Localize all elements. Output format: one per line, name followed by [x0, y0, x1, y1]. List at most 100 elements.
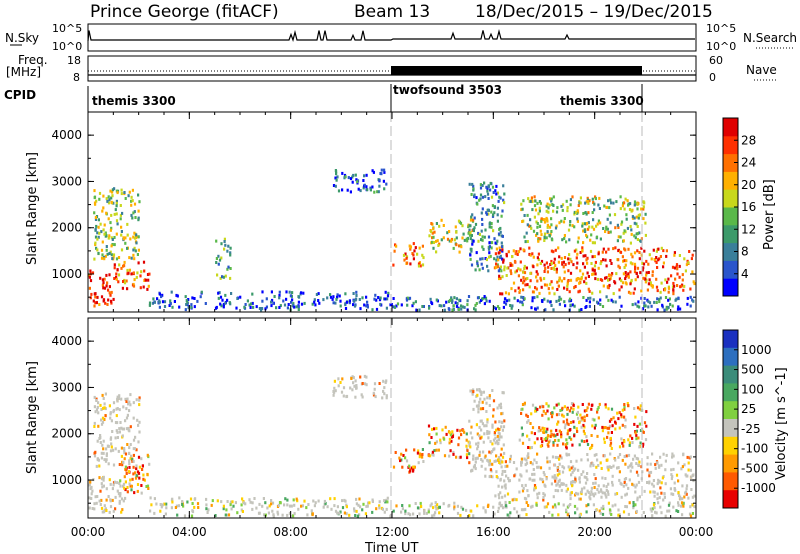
data-cell [608, 206, 611, 210]
data-cell [636, 249, 639, 253]
data-cell [671, 455, 674, 459]
data-cell [549, 197, 552, 201]
data-cell [109, 449, 113, 453]
data-cell [217, 296, 220, 300]
data-cell [448, 230, 451, 233]
data-cell [578, 289, 581, 293]
data-cell [537, 212, 540, 216]
data-cell [570, 260, 573, 264]
data-cell [359, 505, 362, 509]
data-cell [130, 203, 133, 207]
data-cell [499, 230, 502, 234]
data-cell [495, 428, 498, 432]
data-cell [612, 247, 615, 251]
data-cell [492, 505, 495, 509]
data-cell [569, 503, 572, 506]
data-cell [643, 304, 646, 308]
data-cell [558, 457, 561, 461]
data-cell [129, 443, 132, 446]
data-cell [216, 273, 219, 277]
data-cell [556, 206, 559, 210]
data-cell [440, 238, 443, 242]
data-cell [654, 463, 657, 467]
data-cell [623, 229, 626, 233]
data-cell [573, 286, 576, 290]
data-cell [419, 453, 422, 457]
data-cell [205, 497, 208, 501]
data-cell [639, 271, 642, 275]
data-cell [499, 276, 502, 280]
data-cell [526, 223, 529, 227]
data-cell [443, 308, 446, 312]
nsky-label: N.Sky [5, 31, 39, 45]
data-cell [417, 449, 420, 453]
data-cell [583, 425, 586, 429]
data-cell [528, 252, 531, 256]
data-cell [580, 425, 583, 429]
data-cell [486, 430, 489, 433]
data-cell [523, 235, 526, 239]
data-cell [687, 261, 690, 265]
data-cell [450, 439, 453, 443]
data-cell [470, 234, 473, 237]
data-cell [376, 190, 379, 194]
nsky-trace [87, 29, 695, 43]
data-cell [672, 505, 675, 509]
data-cell [579, 281, 582, 284]
data-cell [97, 411, 100, 415]
data-cell [129, 237, 132, 241]
data-cell [585, 212, 588, 216]
data-cell [474, 303, 477, 307]
data-cell [587, 201, 590, 205]
data-cell [620, 285, 623, 289]
data-cell [540, 259, 544, 263]
data-cell [686, 296, 689, 300]
data-cell [564, 443, 567, 447]
data-cell [535, 275, 538, 279]
data-cell [611, 483, 614, 487]
data-cell [691, 253, 694, 257]
data-cell [89, 269, 92, 273]
data-cell [224, 293, 227, 297]
data-cell [602, 247, 605, 251]
data-cell [127, 426, 130, 430]
data-cell [602, 504, 605, 508]
data-cell [130, 454, 133, 458]
data-cell [618, 277, 621, 281]
data-cell [128, 482, 131, 486]
data-cell [518, 289, 522, 292]
data-cell [689, 295, 692, 299]
data-cell [618, 513, 621, 517]
velocity-colorbar-tick: 25 [741, 402, 756, 416]
data-cell [470, 247, 473, 251]
data-cell [560, 488, 563, 492]
data-cell [357, 503, 360, 507]
data-cell [624, 281, 627, 285]
data-cell [635, 429, 638, 433]
data-cell [620, 222, 623, 226]
data-cell [671, 475, 674, 478]
data-cell [416, 506, 420, 510]
data-cell [678, 494, 681, 498]
data-cell [123, 447, 126, 450]
data-cell [435, 239, 438, 243]
data-cell [668, 297, 671, 301]
data-cell [652, 248, 655, 252]
data-cell [438, 511, 441, 515]
data-cell [385, 182, 388, 186]
data-cell [491, 425, 494, 429]
data-cell [493, 432, 496, 436]
data-cell [530, 226, 533, 230]
data-cell [610, 262, 613, 265]
data-cell [311, 302, 314, 306]
data-cell [120, 510, 123, 514]
data-cell [605, 206, 608, 209]
data-cell [322, 505, 325, 509]
data-cell [365, 185, 368, 189]
data-cell [112, 448, 115, 452]
data-cell [515, 510, 519, 514]
data-cell [503, 265, 506, 269]
data-cell [95, 199, 98, 203]
data-cell [119, 484, 122, 488]
data-cell [333, 497, 336, 501]
